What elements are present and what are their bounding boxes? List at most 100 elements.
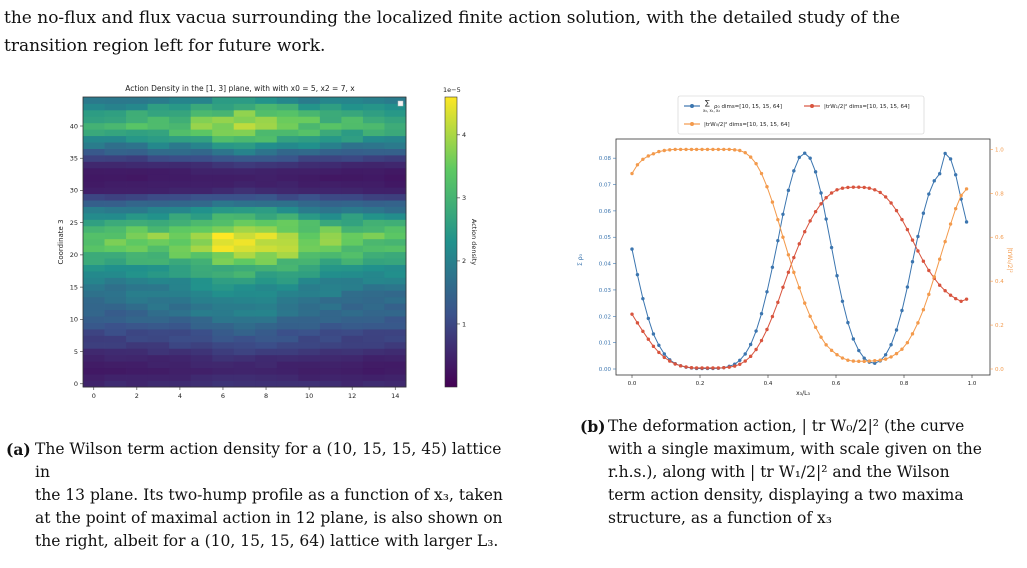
heatmap-cell [190,290,213,298]
heatmap-cell [384,341,407,349]
heatmap-cell [147,361,170,369]
heatmap-cell [212,213,235,220]
heatmap-cell [341,97,364,104]
series-point [651,344,656,349]
legend-entry-w0: |trW₀/2|² dims=[10, 15, 15, 64] [704,121,790,128]
heatmap-cell [384,296,407,304]
heatmap-cell [276,161,299,169]
heatmap-cell [319,380,342,388]
series-point [916,234,920,239]
y-ticks: 0 5 10 15 20 25 30 35 40 [70,122,83,388]
series-point [765,290,769,294]
legend-entry-sum: ρ₀ dims=[10, 15, 15, 64] [714,104,782,110]
heatmap-cell [83,129,105,137]
heatmap-cell [319,193,342,201]
line-chart: ∑ x₀, x₁, x₂ ρ₀ dims=[10, 15, 15, 64] |t… [577,95,1013,397]
series-point [948,293,953,297]
heatmap-cell [298,193,321,201]
heatmap-cell [362,206,385,214]
heatmap-cell [276,97,299,104]
series-point [759,338,764,343]
heatmap-cell [126,380,148,388]
heatmap-cell [104,290,127,298]
heatmap-cell [384,354,407,362]
heatmap-cell [384,187,407,195]
heatmap-cell [298,367,321,375]
heatmap-cell [104,135,127,143]
heatmap-cell [384,303,407,311]
heatmap-cell [169,303,192,311]
heatmap-cell [190,283,213,291]
heatmap-cell [341,245,364,253]
series-point [910,238,915,242]
colorbar: 1e−5 1 2 3 4 Action density [443,86,478,388]
x-axis-label: x₃/L₃ [796,390,810,397]
series-point [824,217,828,221]
heatmap-cell [362,193,385,201]
heatmap-cell [147,335,170,343]
heatmap-cell [298,354,321,362]
heatmap-cell [126,329,148,336]
heatmap-cell [319,309,342,317]
heatmap-cell [276,135,299,143]
heatmap-cell [169,277,192,285]
series-point [776,300,780,305]
heatmap-cell [384,290,407,298]
y-tick-label: 30 [70,187,78,195]
heatmap-cell [147,316,170,323]
heatmap-cell [298,148,321,156]
heatmap-cell [384,316,407,323]
heatmap-cell [126,374,148,381]
series-point [662,148,666,153]
heatmap-cell [298,135,321,143]
heatmap-cell [83,97,105,104]
heatmap-cell [104,219,127,227]
heatmap-cell [126,200,148,207]
heatmap-cell [147,187,170,195]
heatmap-cell [255,303,278,311]
heatmap-cell [190,264,213,272]
series-point [732,364,737,368]
heatmap-cell [255,283,278,291]
heatmap-cell [233,316,256,323]
series-point [743,359,747,363]
heatmap-cell [384,116,407,124]
heatmap-cell [319,200,342,207]
y-tick-label-left: 0.02 [599,314,611,320]
heatmap-cell [276,316,299,323]
heatmap-cell [233,290,256,298]
series-point [738,362,742,366]
y-tick-label-left: 0.06 [599,209,612,215]
heatmap-cell [276,309,299,317]
heatmap-cell [233,251,256,259]
heatmap-cell [298,174,321,182]
heatmap-cell [190,206,213,214]
heatmap-cell [83,354,105,362]
heatmap-cell [255,367,278,375]
heatmap-cell [190,174,213,182]
heatmap-cell [83,271,105,278]
series-point [932,179,936,183]
heatmap-cell [83,316,105,323]
heatmap-cell [169,219,192,227]
series-point [635,321,640,325]
heatmap-cell [276,155,299,162]
series-point [700,366,704,370]
heatmap-cell [104,374,127,381]
heatmap-cell [276,174,299,182]
heatmap-cell [362,309,385,317]
heatmap-cell [233,361,256,369]
series-point [851,337,856,341]
heatmap-cell [319,97,342,104]
caption-b-label: (b) [580,417,606,436]
heatmap-cell [362,219,385,227]
heatmap-cell [341,180,364,188]
heatmap-cell [255,329,278,336]
series-point [630,171,634,176]
series-point [824,343,828,347]
heatmap-cell [104,354,127,362]
heatmap-cell [147,103,170,111]
x-tick-label: 0.6 [832,381,841,387]
series-point [776,238,780,243]
heatmap-cell [384,155,407,162]
